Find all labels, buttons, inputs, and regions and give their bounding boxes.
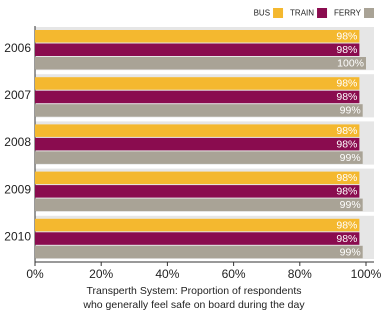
x-tick-label: 100% <box>351 267 382 281</box>
y-tick-label: 2007 <box>4 88 31 102</box>
bar <box>35 30 360 43</box>
data-label: 98% <box>336 78 357 90</box>
chart-title: who generally feel safe on board during … <box>82 299 305 311</box>
legend-swatch <box>364 8 374 18</box>
data-label: 98% <box>336 172 357 184</box>
data-label: 100% <box>337 58 364 70</box>
data-label: 98% <box>336 125 357 137</box>
bar <box>35 77 360 90</box>
bar <box>35 137 360 151</box>
data-label: 98% <box>336 186 357 198</box>
data-label: 98% <box>336 138 357 150</box>
y-tick-label: 2010 <box>4 230 31 244</box>
legend-label: TRAIN <box>290 9 314 18</box>
y-tick-label: 2008 <box>4 135 31 149</box>
x-tick-label: 40% <box>155 267 179 281</box>
bar <box>35 104 363 117</box>
legend-label: FERRY <box>334 9 362 18</box>
x-tick-label: 60% <box>222 267 246 281</box>
y-tick-label: 2006 <box>4 41 31 55</box>
bar <box>35 171 360 185</box>
bar <box>35 185 360 198</box>
bar <box>35 43 360 56</box>
chart-title: Transperth System: Proportion of respond… <box>87 285 302 297</box>
data-label: 98% <box>336 91 357 103</box>
bar <box>35 90 360 104</box>
data-label: 99% <box>340 152 361 164</box>
legend-label: BUS <box>254 9 270 18</box>
data-label: 98% <box>336 219 357 231</box>
bar <box>35 245 363 259</box>
data-label: 99% <box>340 199 361 211</box>
x-tick-label: 20% <box>89 267 113 281</box>
legend-swatch <box>317 8 328 18</box>
data-label: 99% <box>340 246 361 258</box>
bar <box>35 57 366 70</box>
bar <box>35 232 360 245</box>
y-tick-label: 2009 <box>4 182 31 196</box>
data-label: 98% <box>336 44 357 56</box>
data-label: 98% <box>336 31 357 43</box>
bar <box>35 198 363 212</box>
bar <box>35 151 363 164</box>
legend-swatch <box>273 8 284 18</box>
bar <box>35 124 360 137</box>
data-label: 98% <box>336 233 357 245</box>
x-tick-label: 80% <box>288 267 312 281</box>
x-tick-label: 0% <box>26 267 44 281</box>
bar <box>35 218 360 232</box>
data-label: 99% <box>340 105 361 117</box>
